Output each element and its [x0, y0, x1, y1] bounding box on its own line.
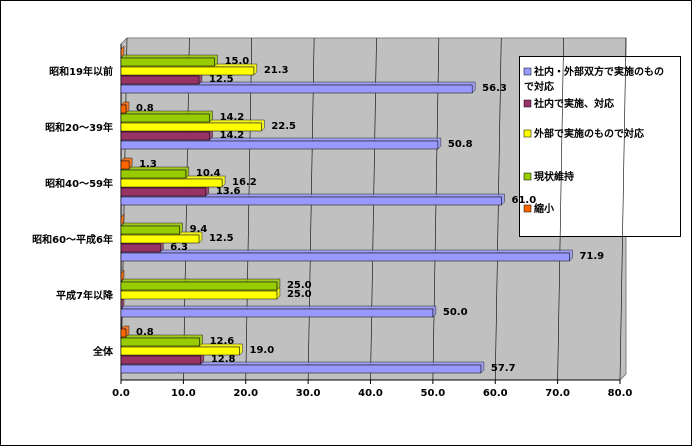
data-label: 25.0 — [287, 289, 312, 300]
grid-line — [183, 37, 190, 381]
legend-swatch — [523, 204, 532, 213]
grid-line — [307, 37, 315, 381]
data-label: 25.0 — [287, 280, 312, 291]
grid-line — [432, 37, 440, 381]
x-tick-label: 40.0 — [358, 388, 383, 399]
bar-depth — [120, 213, 125, 226]
bar — [120, 160, 130, 170]
grid-line — [619, 37, 627, 381]
bar — [120, 57, 215, 67]
data-label: 22.5 — [271, 121, 296, 132]
data-label: 13.6 — [216, 186, 241, 197]
bar — [120, 308, 434, 318]
legend-label: 外部で実施のもので対応 — [533, 127, 644, 140]
bar — [120, 355, 202, 365]
grid-line — [120, 37, 128, 381]
bar — [120, 66, 255, 76]
data-label: 0.8 — [136, 103, 154, 114]
data-label: 12.8 — [211, 354, 236, 365]
bar — [120, 364, 482, 374]
bar — [120, 225, 180, 235]
data-label: 71.9 — [579, 251, 604, 262]
legend-swatch — [523, 67, 532, 76]
data-label: 50.8 — [448, 139, 473, 150]
data-label: 0.8 — [136, 327, 154, 338]
grid-line — [245, 37, 253, 381]
bar — [120, 113, 210, 123]
x-tick-label: 0.0 — [112, 388, 130, 399]
bar — [120, 196, 502, 206]
bar — [120, 169, 187, 179]
data-label: 56.3 — [482, 83, 507, 94]
x-tick-label: 10.0 — [171, 388, 196, 399]
bar-depth — [120, 45, 125, 58]
y-tick-label: 昭和20～39年 — [45, 121, 113, 134]
data-label: 10.4 — [196, 168, 221, 179]
y-tick-label: 全体 — [92, 345, 114, 358]
bar — [120, 104, 127, 114]
data-label: 50.0 — [443, 307, 468, 318]
bar — [120, 140, 439, 150]
data-label: 1.3 — [139, 159, 157, 170]
bar — [120, 252, 570, 262]
bar — [120, 75, 200, 85]
x-tick-label: 70.0 — [545, 388, 570, 399]
bar — [120, 337, 200, 347]
bar — [120, 346, 240, 356]
y-tick-label: 昭和40～59年 — [45, 177, 113, 190]
data-label: 9.4 — [190, 224, 208, 235]
grid-line — [557, 37, 564, 381]
data-label: 12.6 — [210, 336, 235, 347]
bar — [120, 281, 278, 291]
data-label: 57.7 — [491, 363, 516, 374]
legend-label: 社内で実施、対応 — [533, 97, 614, 110]
y-tick-label: 昭和19年以前 — [49, 65, 113, 78]
bar — [120, 234, 200, 244]
legend-label: 現状維持 — [534, 170, 574, 183]
grid-line — [494, 37, 502, 381]
grid-line — [370, 37, 377, 381]
x-tick-label: 20.0 — [233, 388, 258, 399]
x-tick-label: 60.0 — [483, 388, 508, 399]
legend-label: 社内・外部双方で実施のもので対応 — [524, 65, 664, 93]
data-label: 12.5 — [209, 233, 234, 244]
data-label: 14.2 — [220, 112, 245, 123]
data-label: 61.0 — [511, 195, 536, 206]
legend-swatch — [523, 172, 532, 181]
x-tick-label: 30.0 — [296, 388, 321, 399]
x-tick-label: 50.0 — [421, 388, 446, 399]
bar — [120, 84, 473, 94]
bar — [120, 122, 262, 132]
data-label: 21.3 — [264, 65, 289, 76]
bar — [120, 131, 210, 141]
bar — [120, 178, 223, 188]
data-label: 14.2 — [220, 130, 245, 141]
data-label: 6.3 — [170, 242, 188, 253]
y-tick-label: 昭和60～平成6年 — [32, 233, 113, 246]
legend-swatch — [523, 129, 532, 138]
bar — [120, 187, 207, 197]
bar — [120, 243, 161, 253]
data-label: 12.5 — [209, 74, 234, 85]
legend-label: 縮小 — [534, 202, 554, 215]
data-label: 16.2 — [232, 177, 257, 188]
y-tick-label: 平成7年以降 — [56, 289, 114, 302]
data-label: 19.0 — [250, 345, 275, 356]
legend-swatch — [523, 99, 532, 108]
bar — [120, 328, 127, 338]
bar-depth — [120, 269, 125, 282]
bar — [120, 290, 278, 300]
legend — [519, 56, 681, 237]
data-label: 15.0 — [225, 56, 250, 67]
x-tick-label: 80.0 — [608, 388, 633, 399]
